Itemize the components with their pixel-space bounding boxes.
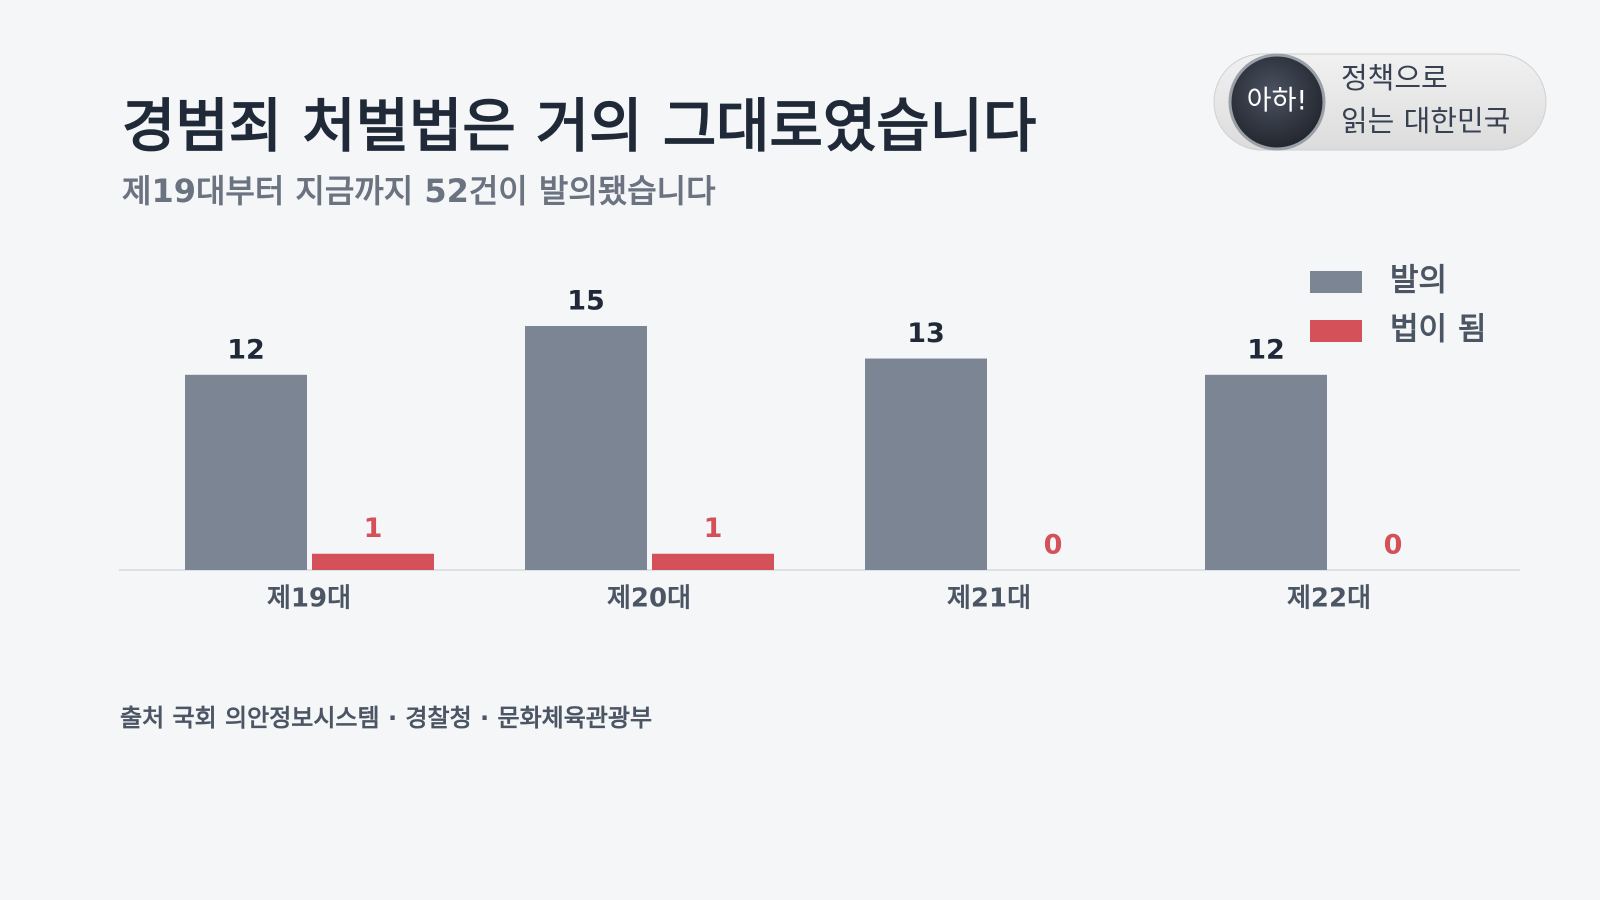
value-label: 13 (907, 318, 945, 349)
x-tick-label: 제20대 (607, 584, 691, 614)
value-label: 15 (567, 286, 605, 317)
badge-mark: 아하! (1247, 86, 1308, 117)
bar (652, 553, 774, 570)
value-label: 12 (227, 334, 265, 365)
value-label: 1 (364, 513, 383, 544)
value-label: 1 (704, 513, 723, 544)
value-label: 12 (1247, 334, 1285, 365)
x-tick-label: 제21대 (947, 584, 1031, 614)
bar (312, 553, 434, 570)
badge-knob (1228, 53, 1326, 151)
legend-swatch (1310, 320, 1362, 342)
value-label: 0 (1384, 530, 1403, 561)
legend-swatch (1310, 271, 1362, 293)
bar (185, 374, 307, 570)
legend-label: 발의 (1390, 263, 1447, 299)
chart-subtitle: 제19대부터 지금까지 52건이 발의됐습니다 (122, 172, 716, 210)
legend-label: 법이 됨 (1390, 312, 1486, 348)
bar (1205, 374, 1327, 570)
value-label: 0 (1044, 530, 1063, 561)
bar (865, 358, 987, 570)
bar (525, 326, 647, 570)
badge-line: 읽는 대한민국 (1341, 104, 1510, 138)
chart-title: 경범죄 처벌법은 거의 그대로였습니다 (122, 92, 1036, 160)
badge: 아하! 정책으로 읽는 대한민국 (1213, 53, 1547, 151)
x-tick-label: 제19대 (267, 584, 351, 614)
x-tick-label: 제22대 (1287, 584, 1371, 614)
source: 출처 국회 의안정보시스템 · 경찰청 · 문화체육관광부 (120, 704, 652, 732)
badge-line: 정책으로 (1341, 61, 1448, 95)
